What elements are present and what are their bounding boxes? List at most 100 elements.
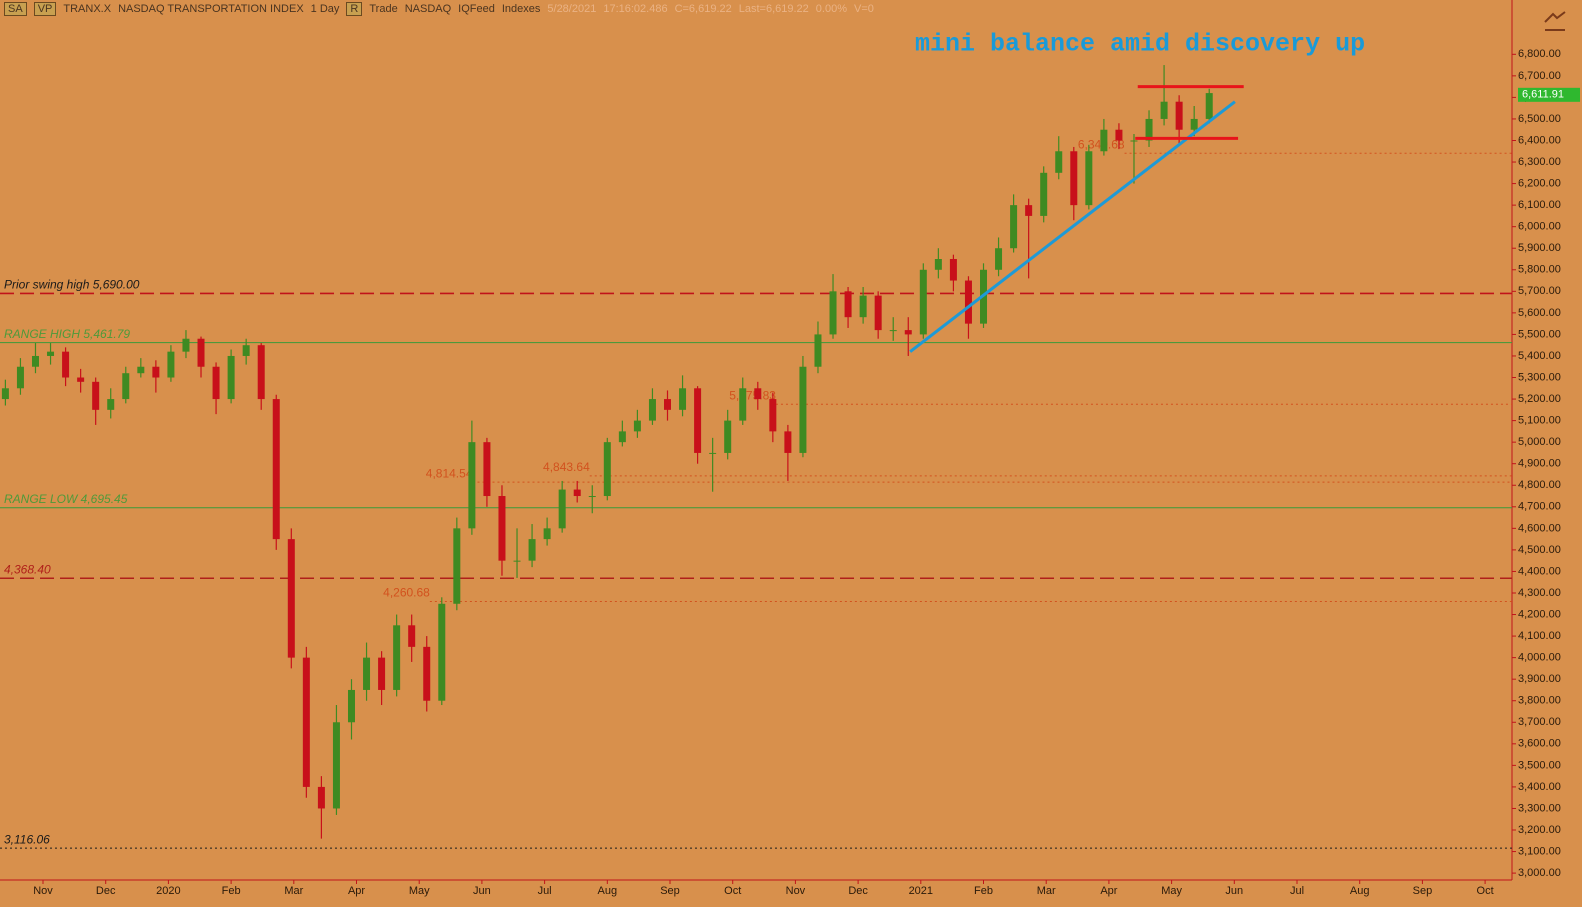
toolbar-item: Trade: [369, 3, 398, 15]
candle-body: [257, 345, 265, 400]
x-tick-label: Feb: [222, 885, 241, 897]
y-tick-label: 5,500.00: [1518, 328, 1561, 340]
candle-body: [242, 345, 250, 356]
x-tick-label: 2020: [156, 885, 180, 897]
y-tick-label: 4,200.00: [1518, 608, 1561, 620]
candle-body: [453, 528, 461, 604]
candle-body: [1160, 101, 1168, 119]
candle-body: [62, 351, 70, 378]
candle-body: [1025, 205, 1033, 216]
toolbar-item: Indexes: [501, 3, 541, 15]
candle-body: [1070, 151, 1078, 206]
y-tick-label: 4,100.00: [1518, 630, 1561, 642]
candle-body: [438, 603, 446, 701]
candle-body: [573, 489, 581, 497]
x-tick-label: Dec: [848, 885, 868, 897]
candle-body: [152, 366, 160, 378]
candle-body: [212, 366, 220, 400]
y-tick-label: 6,800.00: [1518, 48, 1561, 60]
candle-body: [543, 528, 551, 540]
level-label: 5,175.83: [729, 388, 776, 402]
candle-body: [498, 496, 506, 561]
candle-body: [197, 338, 205, 367]
y-tick-label: 4,300.00: [1518, 587, 1561, 599]
toolbar-item: 5/28/2021: [547, 3, 597, 15]
candle-body: [648, 399, 656, 421]
candle-body: [633, 420, 641, 432]
x-tick-label: Nov: [33, 885, 53, 897]
level-label: 4,368.40: [4, 562, 51, 576]
y-tick-label: 4,900.00: [1518, 458, 1561, 470]
candle-body: [513, 560, 521, 562]
level-label: RANGE LOW 4,695.45: [4, 492, 128, 506]
y-tick-label: 5,100.00: [1518, 415, 1561, 427]
candle-body: [1190, 118, 1198, 130]
candle-body: [799, 366, 807, 453]
drawing-line: [909, 100, 1236, 353]
candle-body: [663, 399, 671, 410]
x-tick-label: Aug: [1350, 885, 1370, 897]
x-tick-label: Mar: [1037, 885, 1056, 897]
toolbar-item: 17:16:02.486: [603, 3, 668, 15]
toolbar-item: TRANX.X: [63, 3, 112, 15]
candle-body: [1130, 140, 1138, 142]
y-tick-label: 3,000.00: [1518, 867, 1561, 879]
level-label: 4,843.64: [543, 460, 590, 474]
toolbar: SA VP TRANX.X NASDAQ TRANSPORTATION INDEX 1 …: [4, 2, 874, 16]
toolbar-item: V=0: [854, 3, 874, 15]
candle-body: [31, 355, 39, 367]
x-tick-label: Jul: [1290, 885, 1304, 897]
toolbar-item[interactable]: SA: [4, 2, 27, 16]
candle-body: [844, 291, 852, 318]
y-tick-label: 5,000.00: [1518, 436, 1561, 448]
toolbar-item[interactable]: VP: [33, 2, 57, 16]
y-tick-label: 3,100.00: [1518, 845, 1561, 857]
x-tick-label: Oct: [724, 885, 741, 897]
y-tick-label: 5,600.00: [1518, 307, 1561, 319]
level-label: 4,814.54: [426, 466, 473, 480]
y-tick-label: 5,300.00: [1518, 371, 1561, 383]
x-tick-label: 2021: [909, 885, 933, 897]
candle-body: [77, 377, 85, 382]
icon[interactable]: [1544, 11, 1566, 31]
candle-body: [1040, 172, 1048, 216]
candle-body: [588, 496, 596, 498]
y-tick-label: 6,700.00: [1518, 70, 1561, 82]
candle-body: [724, 420, 732, 453]
y-tick-label: 3,600.00: [1518, 738, 1561, 750]
toolbar-item[interactable]: R: [346, 2, 363, 16]
candle-body: [1175, 101, 1183, 130]
x-tick-label: Nov: [786, 885, 806, 897]
level-label: Prior swing high 5,690.00: [4, 278, 140, 292]
candle-body: [769, 399, 777, 432]
x-tick-label: Feb: [974, 885, 993, 897]
y-tick-label: 4,000.00: [1518, 652, 1561, 664]
candle-body: [468, 442, 476, 529]
candle-body: [784, 431, 792, 453]
candle-body: [754, 388, 762, 400]
toolbar-item: 0.00%: [815, 3, 847, 15]
candle-body: [378, 657, 386, 690]
y-tick-label: 4,700.00: [1518, 501, 1561, 513]
last-price-box: [1518, 87, 1580, 102]
toolbar-item: 1 Day: [310, 3, 340, 15]
y-tick-label: 6,200.00: [1518, 177, 1561, 189]
candle-body: [47, 351, 55, 356]
y-tick-label: 4,500.00: [1518, 544, 1561, 556]
candle-body: [1100, 129, 1108, 152]
toolbar-item: NASDAQ: [404, 3, 452, 15]
y-tick-label: 6,000.00: [1518, 221, 1561, 233]
y-tick-label: 4,600.00: [1518, 522, 1561, 534]
y-tick-label: 3,700.00: [1518, 716, 1561, 728]
candle-body: [1145, 118, 1153, 141]
level-label: 4,260.68: [383, 586, 430, 600]
x-tick-label: Jul: [538, 885, 552, 897]
y-tick-label: 5,800.00: [1518, 264, 1561, 276]
candle-body: [393, 625, 401, 690]
candle-body: [1010, 205, 1018, 249]
y-tick-label: 3,200.00: [1518, 824, 1561, 836]
candle-body: [1055, 151, 1063, 173]
candle-body: [919, 269, 927, 335]
candle-body: [679, 388, 687, 410]
x-tick-label: May: [1161, 885, 1182, 897]
